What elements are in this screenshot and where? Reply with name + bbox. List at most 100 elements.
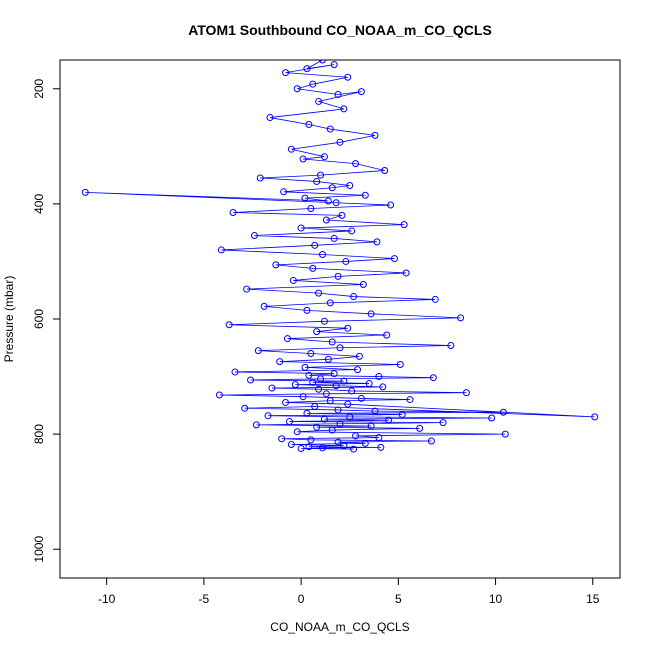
- data-point: [303, 306, 311, 314]
- data-point: [241, 404, 249, 412]
- data-point: [311, 241, 319, 249]
- data-point: [355, 352, 363, 360]
- data-point: [330, 234, 338, 242]
- data-point: [299, 155, 307, 163]
- data-point: [383, 331, 391, 339]
- data-point: [264, 412, 272, 420]
- data-point: [297, 445, 305, 452]
- y-tick-label: 800: [32, 424, 46, 444]
- data-point: [307, 204, 315, 212]
- data-point: [352, 160, 360, 168]
- data-point: [307, 436, 315, 444]
- data-point: [260, 302, 268, 310]
- data-point: [320, 153, 328, 161]
- data-point: [361, 191, 369, 199]
- data-point: [400, 221, 408, 229]
- data-point: [338, 211, 346, 219]
- data-point: [247, 376, 255, 384]
- data-point: [328, 184, 336, 192]
- data-point: [431, 295, 439, 303]
- data-point: [375, 434, 383, 442]
- data-point: [324, 355, 332, 363]
- data-point: [250, 232, 258, 240]
- data-point: [293, 85, 301, 93]
- data-point: [305, 371, 313, 379]
- data-point: [315, 289, 323, 297]
- data-point: [447, 341, 455, 349]
- data-point: [340, 377, 348, 385]
- data-point: [357, 88, 365, 96]
- data-point: [320, 317, 328, 325]
- data-point: [330, 61, 338, 69]
- x-tick-label: 15: [586, 592, 600, 606]
- data-point: [357, 394, 365, 402]
- data-point: [319, 444, 326, 452]
- data-point: [348, 227, 356, 235]
- data-point: [336, 344, 344, 352]
- data-point: [313, 177, 321, 185]
- data-point: [282, 69, 290, 77]
- data-point: [332, 382, 340, 390]
- data-point: [381, 167, 389, 175]
- data-point: [319, 60, 326, 64]
- data-point: [462, 389, 470, 397]
- chart-title: ATOM1 Southbound CO_NOAA_m_CO_QCLS: [188, 22, 492, 38]
- data-point: [340, 105, 348, 113]
- x-tick-label: -5: [199, 592, 210, 606]
- data-point: [396, 360, 404, 368]
- plot-frame: [59, 59, 621, 579]
- data-point: [342, 257, 350, 265]
- data-point: [340, 442, 348, 450]
- data-point: [402, 269, 410, 277]
- data-point: [315, 97, 323, 105]
- data-point: [313, 423, 321, 431]
- data-point: [317, 375, 325, 383]
- data-point: [371, 131, 379, 139]
- data-point: [350, 293, 358, 301]
- data-point: [289, 276, 297, 284]
- data-point: [309, 80, 317, 88]
- data-point: [287, 145, 295, 153]
- data-point: [375, 373, 383, 381]
- data-point: [217, 246, 225, 254]
- data-point: [398, 411, 406, 419]
- data-point: [225, 321, 233, 329]
- data-point: [350, 445, 358, 453]
- data-point: [309, 378, 317, 386]
- data-point: [326, 299, 334, 307]
- data-point: [344, 73, 352, 81]
- data-point: [301, 363, 309, 371]
- data-point: [311, 402, 319, 410]
- y-tick-label: 1000: [32, 536, 46, 563]
- data-point: [215, 391, 223, 399]
- data-point: [299, 393, 307, 401]
- data-point: [303, 65, 311, 73]
- data-point: [276, 358, 284, 366]
- data-point: [373, 238, 381, 246]
- data-point: [229, 209, 237, 217]
- data-point: [307, 350, 315, 358]
- data-point: [406, 396, 414, 404]
- data-point: [591, 413, 599, 421]
- data-point: [354, 366, 361, 374]
- data-point: [427, 437, 435, 445]
- data-point: [268, 384, 276, 392]
- data-point: [488, 414, 496, 422]
- data-point: [334, 438, 342, 446]
- data-point: [305, 443, 313, 451]
- data-point: [336, 138, 344, 146]
- data-point: [429, 374, 437, 382]
- data-point: [81, 188, 89, 196]
- data-point: [336, 420, 344, 428]
- data-point: [313, 328, 321, 336]
- data-point: [334, 272, 342, 280]
- data-point: [439, 419, 447, 427]
- data-point: [457, 314, 465, 322]
- data-point: [291, 381, 299, 389]
- y-tick-label: 200: [32, 78, 46, 98]
- data-point: [385, 416, 393, 424]
- x-tick-label: 0: [298, 592, 305, 606]
- data-point: [297, 224, 305, 232]
- data-point: [359, 280, 367, 288]
